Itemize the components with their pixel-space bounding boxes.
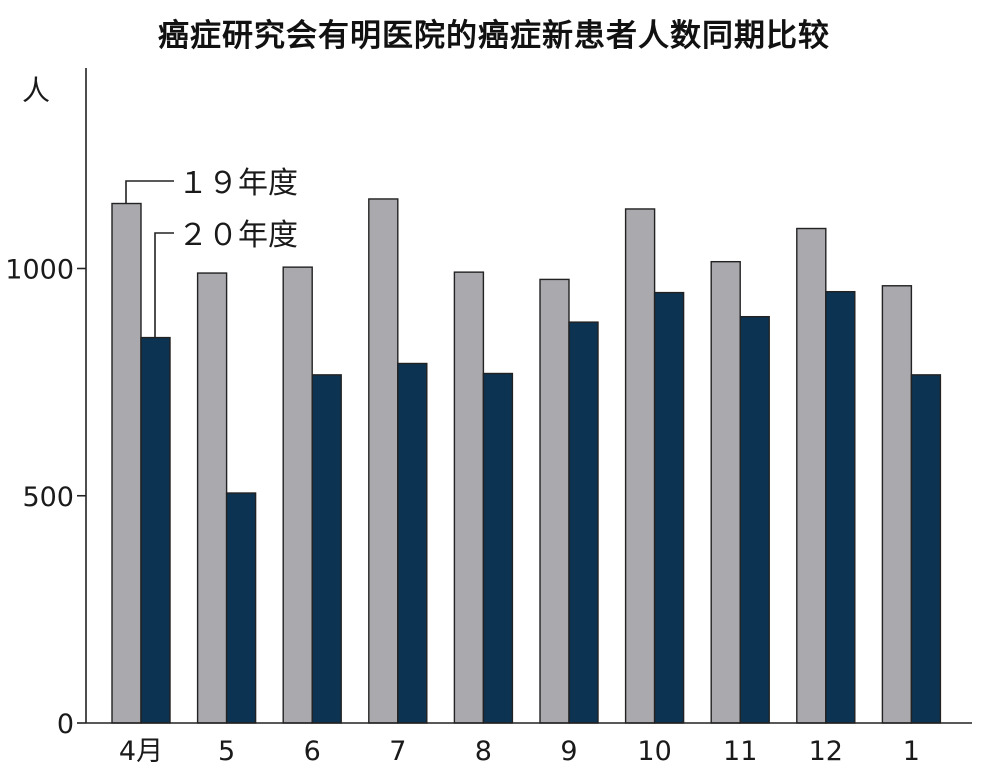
x-tick-label: 7: [389, 736, 406, 767]
y-axis-unit-label: 人: [22, 74, 50, 107]
bar-fy19: [881, 285, 913, 724]
y-tick-label: 1000: [5, 255, 74, 286]
x-tick-label: 9: [560, 736, 577, 767]
bar-fy19: [368, 198, 399, 724]
bar-fy20: [910, 374, 942, 724]
chart-title: 癌症研究会有明医院的癌症新患者人数同期比较: [158, 18, 830, 54]
bar-fy19: [282, 266, 313, 724]
bar-fy20: [397, 362, 428, 724]
legend-label-fy20: ２０年度: [178, 218, 298, 253]
bar-fy19: [796, 227, 827, 724]
x-tick-label: 12: [809, 736, 843, 767]
legend-leader-fy20: [154, 232, 174, 338]
legend-label-fy19: １９年度: [178, 166, 298, 201]
x-tick-labels: 4月 5 6 7 8 9 10 11 12 1: [119, 736, 920, 767]
x-tick-label: 5: [218, 736, 235, 767]
bar-fy19: [710, 260, 741, 724]
bar-fy19: [111, 202, 142, 724]
bar-fy20: [225, 492, 257, 724]
y-tick-label: 500: [22, 482, 74, 513]
bar-fy20: [739, 315, 770, 724]
bar-fy19: [539, 278, 570, 724]
bar-fy20: [140, 336, 171, 724]
x-tick-label: 6: [304, 736, 321, 767]
x-tick-label: 10: [637, 736, 671, 767]
bar-fy20: [482, 372, 514, 724]
x-tick-label: 8: [475, 736, 492, 767]
legend-leader-fy19: [125, 180, 174, 204]
bar-fy19: [453, 271, 485, 724]
bar-fy20: [311, 374, 342, 724]
x-tick-label: 11: [723, 736, 757, 767]
bar-fy20: [825, 290, 856, 724]
y-tick-label: 0: [57, 709, 74, 740]
legend: １９年度 ２０年度: [125, 166, 298, 338]
bar-fy20: [653, 291, 685, 724]
y-ticks: 0 500 1000: [5, 255, 86, 740]
bar-fy19: [624, 208, 656, 724]
bars: [111, 198, 942, 724]
x-tick-label: 4月: [119, 736, 163, 767]
bar-fy19: [196, 272, 228, 724]
bar-fy20: [568, 321, 599, 724]
x-tick-label: 1: [903, 736, 920, 767]
